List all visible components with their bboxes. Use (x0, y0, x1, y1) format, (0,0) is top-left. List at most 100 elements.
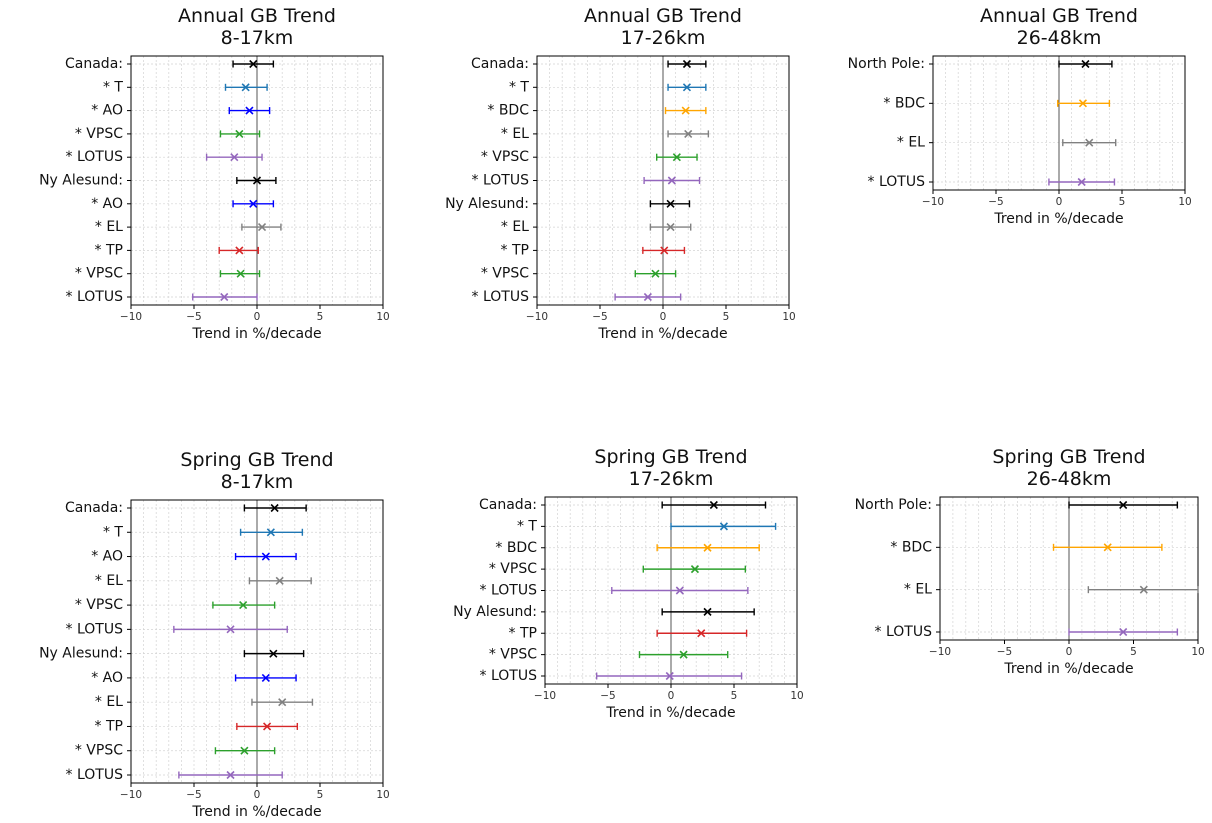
data-row: North Pole: (855, 497, 1179, 513)
x-marker (1078, 99, 1088, 108)
x-tick-label: 5 (723, 311, 730, 323)
y-tick-label: * LOTUS (66, 621, 124, 637)
data-row: * LOTUS (472, 289, 682, 305)
chart-subtitle: 17-26km (629, 468, 714, 490)
y-tick-label: Canada: (65, 56, 123, 72)
chart-subtitle: 17-26km (621, 27, 706, 49)
x-marker (226, 770, 235, 780)
y-tick-label: * T (517, 518, 537, 534)
y-tick-label: * LOTUS (875, 624, 933, 640)
data-row: * EL (501, 126, 710, 142)
x-axis-label: Trend in %/decade (1003, 661, 1133, 677)
data-row: * T (103, 524, 304, 540)
x-marker (249, 199, 258, 208)
data-row: * LOTUS (472, 173, 701, 189)
x-marker (257, 223, 267, 232)
y-tick-label: * BDC (495, 540, 537, 556)
x-marker (245, 106, 254, 115)
data-row: * TP (509, 625, 748, 641)
x-tick-label: 0 (254, 311, 261, 323)
y-tick-label: * EL (95, 694, 123, 710)
grid (536, 56, 790, 305)
x-tick-label: −5 (186, 789, 201, 801)
panel-spring-8-17km: Spring GB Trend 8-17km Trend in %/decade… (39, 449, 390, 820)
x-tick-label: −10 (526, 311, 548, 323)
x-axis-label: Trend in %/decade (191, 326, 321, 342)
chart-subtitle: 8-17km (221, 471, 294, 493)
x-tick-label: −5 (997, 646, 1012, 658)
data-row: * T (103, 79, 268, 95)
x-marker (226, 625, 235, 634)
y-tick-label: Ny Alesund: (453, 604, 537, 620)
y-tick-label: * LOTUS (472, 289, 530, 305)
x-marker (1077, 177, 1086, 187)
y-tick-label: * LOTUS (66, 149, 124, 165)
x-tick-label: −10 (120, 789, 142, 801)
x-tick-label: −5 (988, 196, 1003, 208)
x-marker (263, 722, 272, 731)
y-tick-label: * VPSC (481, 266, 529, 282)
x-tick-label: 5 (731, 690, 738, 702)
x-tick-label: 10 (1178, 196, 1191, 208)
data-row: Ny Alesund: (453, 604, 755, 620)
y-tick-label: * BDC (883, 95, 925, 111)
y-tick-label: * EL (904, 582, 932, 598)
y-tick-label: * LOTUS (868, 174, 926, 190)
y-tick-label: * LOTUS (66, 289, 124, 305)
x-marker (235, 129, 244, 138)
x-axis-label: Trend in %/decade (993, 211, 1123, 227)
chart-title: Annual GB Trend (178, 5, 336, 27)
data-row: North Pole: (848, 56, 1113, 72)
data-row: * AO (91, 670, 297, 686)
x-tick-label: 10 (790, 690, 803, 702)
data-row: Ny Alesund: (39, 646, 305, 662)
y-tick-label: * TP (95, 242, 123, 258)
chart-title: Spring GB Trend (594, 446, 747, 468)
y-tick-label: North Pole: (855, 497, 932, 513)
x-tick-label: −10 (922, 196, 944, 208)
y-tick-label: * LOTUS (480, 668, 538, 684)
data-row: * LOTUS (66, 767, 283, 783)
x-marker (261, 552, 270, 561)
x-tick-label: 5 (1119, 196, 1126, 208)
data-row: * VPSC (75, 126, 261, 142)
data-row: Canada: (479, 497, 767, 513)
x-axis-label: Trend in %/decade (605, 705, 735, 721)
y-tick-label: * EL (897, 135, 925, 151)
x-marker (697, 629, 706, 638)
x-marker (682, 59, 692, 69)
data-row: * AO (91, 549, 297, 565)
x-marker (666, 199, 675, 208)
x-tick-label: 0 (254, 789, 261, 801)
data-row: * LOTUS (66, 289, 258, 305)
x-marker (1085, 138, 1094, 147)
x-tick-label: 0 (1056, 196, 1063, 208)
y-tick-label: Ny Alesund: (39, 173, 123, 189)
data-row: * VPSC (489, 647, 729, 663)
y-tick-label: * T (103, 524, 123, 540)
x-axis-label: Trend in %/decade (191, 804, 321, 820)
x-marker (672, 153, 681, 162)
x-marker (1103, 543, 1112, 552)
y-tick-label: * T (509, 79, 529, 95)
chart-subtitle: 26-48km (1017, 27, 1102, 49)
data-row: * VPSC (481, 266, 677, 282)
plot-area: −10 −5 0 5 10 Canada: * T * AO * EL * VPSC * LOTUS… (39, 499, 390, 801)
chart-subtitle: 26-48km (1027, 468, 1112, 490)
x-marker (270, 503, 279, 513)
y-tick-label: * EL (95, 573, 123, 589)
x-marker (1119, 500, 1128, 510)
x-marker (660, 246, 669, 255)
x-tick-label: −10 (929, 646, 951, 658)
y-tick-label: * EL (95, 219, 123, 235)
panel-spring-26-48km: Spring GB Trend 26-48km Trend in %/decad… (855, 446, 1205, 677)
data-row: * EL (501, 219, 692, 235)
x-tick-label: 10 (782, 311, 795, 323)
data-row: * TP (95, 242, 259, 258)
x-marker (679, 650, 688, 659)
x-tick-label: 0 (668, 690, 675, 702)
plot-area: −10 −5 0 5 10 North Pole: * BDC * EL * LOTUS (855, 496, 1205, 658)
x-tick-label: 5 (317, 789, 324, 801)
x-marker (240, 746, 249, 755)
